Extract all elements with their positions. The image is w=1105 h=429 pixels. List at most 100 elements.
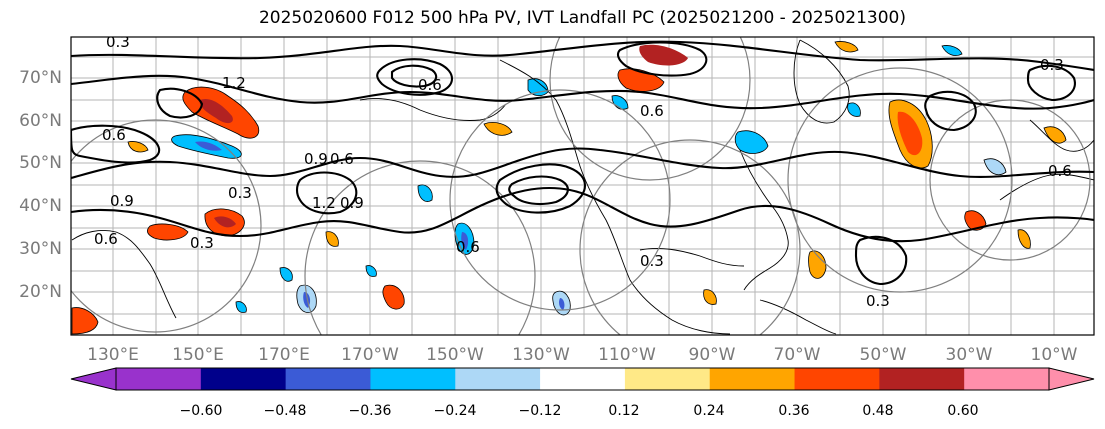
colorbar-tick-label: 0.12	[608, 403, 639, 419]
contour-label: 1.2	[222, 74, 246, 92]
latitude-labels: 70°N 60°N 50°N 40°N 30°N 20°N	[19, 68, 62, 302]
colorbar	[70, 367, 1095, 391]
colorbar-segment	[709, 368, 796, 390]
lat-label: 20°N	[19, 282, 62, 302]
pv-contour	[376, 58, 454, 96]
colorbar-segment	[879, 368, 965, 390]
pv-contour	[71, 186, 1094, 243]
colorbar-segment	[370, 368, 456, 390]
anomaly-patch	[559, 298, 565, 310]
anomaly-patch	[808, 250, 827, 279]
lon-label: 110°W	[598, 345, 656, 365]
coastline-north-america	[499, 59, 731, 335]
range-circle	[579, 139, 801, 335]
anomaly-patch	[365, 265, 377, 277]
pv-contour	[71, 40, 1094, 72]
lon-label: 150°W	[426, 345, 484, 365]
colorbar-extend-max	[1048, 367, 1095, 391]
contour-label: 0.3	[640, 252, 664, 270]
lon-label: 170°E	[258, 345, 310, 365]
coastline-south-america	[759, 299, 837, 335]
pv-contour	[854, 235, 908, 286]
contour-label: 0.3	[1040, 56, 1064, 74]
lat-label: 30°N	[19, 239, 62, 259]
anomaly-patch	[847, 102, 861, 117]
lat-label: 40°N	[19, 196, 62, 216]
contour-label: 0.6	[1048, 162, 1072, 180]
colorbar-ticks: −0.60 −0.48 −0.36 −0.24 −0.12 0.12 0.24 …	[180, 403, 979, 419]
lon-label: 90°W	[689, 345, 736, 365]
pv-contour	[616, 41, 708, 77]
contour-label: 0.6	[330, 150, 354, 168]
range-circle	[449, 89, 671, 311]
lon-label: 170°W	[341, 345, 399, 365]
contour-label: 0.6	[418, 76, 442, 94]
range-circle	[929, 99, 1091, 261]
anomaly-patch	[146, 223, 189, 241]
contour-label: 0.9	[340, 194, 364, 212]
anomaly-patch	[71, 307, 99, 335]
pv-contour	[924, 90, 977, 132]
pv-contour	[156, 87, 204, 119]
coastline-gulf	[639, 247, 745, 267]
anomaly-patch	[703, 289, 717, 305]
anomaly-patch	[325, 231, 339, 247]
contour-label: 0.6	[102, 126, 126, 144]
pv-contour	[71, 124, 161, 164]
anomaly-patch	[214, 216, 236, 228]
contour-label: 0.3	[228, 184, 252, 202]
coastline-europe	[999, 173, 1094, 201]
contour-label: 0.9	[110, 192, 134, 210]
map-title: 2025020600 F012 500 hPa PV, IVT Landfall…	[258, 8, 906, 28]
anomaly-patch	[279, 267, 293, 282]
pv-contour	[508, 175, 569, 206]
colorbar-segment	[624, 368, 711, 390]
colorbar-tick-label: 0.48	[862, 403, 893, 419]
lon-label: 130°E	[87, 345, 139, 365]
colorbar-segment	[964, 368, 1050, 390]
colorbar-tick-label: 0.24	[693, 403, 724, 419]
lon-label: 150°E	[172, 345, 224, 365]
colorbar-tick-label: −0.12	[519, 403, 562, 419]
pv-contour	[495, 163, 587, 214]
coastline-greenland	[793, 39, 850, 124]
contour-label: 0.6	[94, 230, 118, 248]
colorbar-segment	[540, 368, 626, 390]
contour-label: 0.3	[106, 33, 130, 51]
range-circle	[549, 37, 751, 181]
pv-contour	[295, 171, 358, 215]
anomaly-patch	[941, 45, 963, 56]
pv-contour	[71, 74, 1094, 110]
lon-label: 10°W	[1031, 345, 1078, 365]
anomaly-patch	[734, 130, 769, 154]
colorbar-segment	[455, 368, 541, 390]
colorbar-tick-label: −0.24	[434, 403, 477, 419]
lon-label: 70°W	[774, 345, 821, 365]
anomaly-patch	[199, 98, 233, 124]
anomaly-patch	[983, 158, 1007, 176]
colorbar-tick-label: −0.60	[180, 403, 223, 419]
pv-contour	[71, 147, 1094, 180]
anomaly-patch	[235, 301, 247, 313]
range-circle	[787, 67, 1013, 293]
longitude-labels: 130°E 150°E 170°E 170°W 150°W 130°W 110°…	[87, 345, 1078, 365]
anomaly-patch	[483, 122, 513, 136]
anomaly-patch	[127, 141, 149, 153]
contour-label: 0.9	[304, 150, 328, 168]
coastline-asia	[71, 229, 177, 319]
colorbar-segment	[116, 368, 202, 390]
lat-label: 50°N	[19, 153, 62, 173]
colorbar-tick-label: 0.36	[778, 403, 809, 419]
lon-label: 50°W	[860, 345, 907, 365]
colorbar-frame	[115, 367, 1050, 391]
anomaly-patch	[382, 284, 405, 310]
range-circles	[71, 37, 1091, 335]
lon-label: 30°W	[946, 345, 993, 365]
lat-label: 60°N	[19, 111, 62, 131]
coastline-east-coast	[739, 149, 789, 291]
colorbar-extend-min	[70, 367, 117, 391]
contour-label: 0.6	[640, 102, 664, 120]
contour-label: 0.3	[190, 234, 214, 252]
colorbar-segment	[200, 368, 287, 390]
